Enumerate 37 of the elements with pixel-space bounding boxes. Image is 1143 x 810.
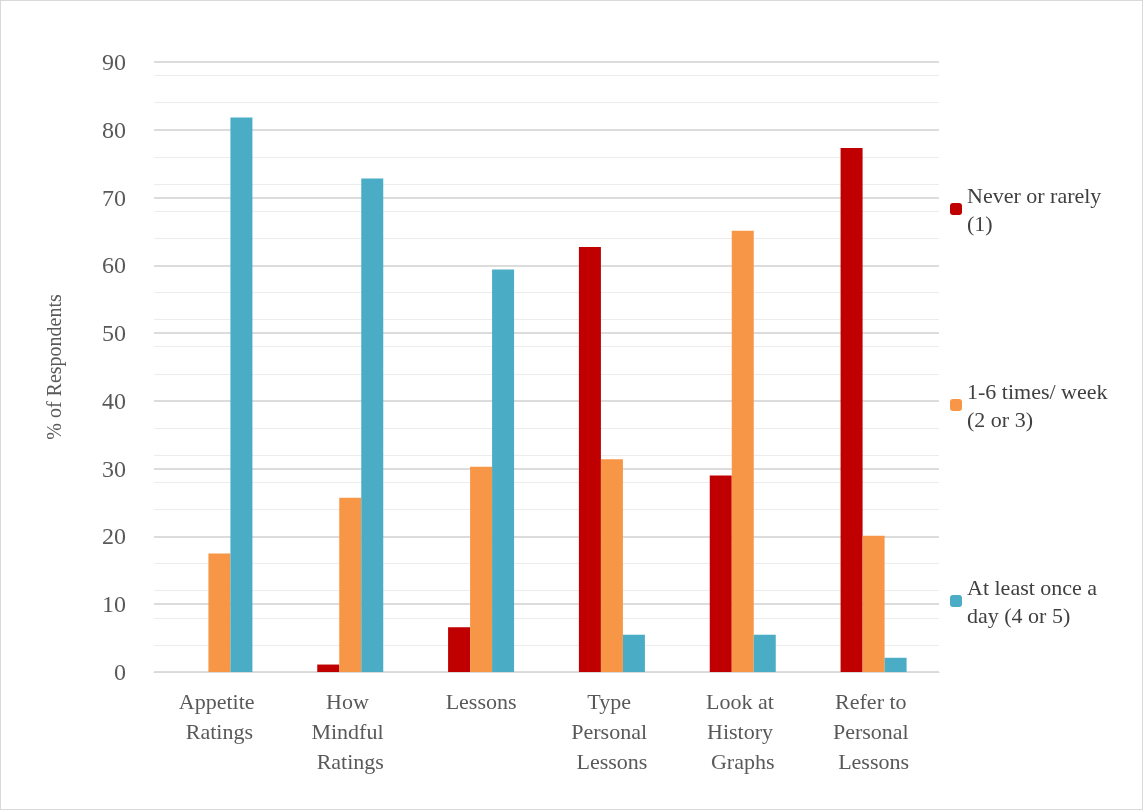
- bar: [709, 475, 732, 672]
- y-tick-label: 70: [102, 184, 126, 211]
- y-tick-label: 40: [102, 387, 126, 414]
- y-tick-label: 20: [102, 523, 126, 550]
- legend-label: 1-6 times/ week (2 or 3): [967, 378, 1114, 432]
- y-tick-label: 0: [114, 659, 126, 685]
- bar: [753, 634, 776, 672]
- bar: [230, 117, 253, 672]
- y-axis-title: % of Respondents: [43, 294, 66, 440]
- y-tick-label: 10: [102, 591, 126, 618]
- x-tick-label: Refer to Personal Lessons: [832, 688, 915, 774]
- bar: [448, 627, 471, 672]
- y-tick-label: 80: [102, 116, 126, 143]
- bar: [578, 247, 601, 672]
- bar: [492, 269, 515, 672]
- bar: [840, 148, 863, 672]
- bar: [339, 497, 362, 672]
- bar: [600, 459, 623, 672]
- x-tick-label: Appetite Ratings: [178, 688, 261, 744]
- legend-label: At least once a day (4 or 5): [967, 574, 1103, 628]
- x-tick-label: Look at History Graphs: [706, 688, 780, 774]
- bar: [884, 657, 907, 672]
- y-tick-label: 30: [102, 455, 126, 482]
- x-tick-label: How Mindful Ratings: [311, 688, 390, 774]
- bar: [470, 466, 493, 672]
- y-tick-label: 90: [102, 49, 126, 75]
- bar: [731, 230, 754, 672]
- bar: [317, 664, 340, 672]
- bar: [862, 535, 885, 672]
- x-tick-label: Lessons: [445, 688, 517, 714]
- bar: [208, 553, 231, 672]
- x-tick-label: Type Personal Lessons: [571, 688, 653, 774]
- bar: [622, 634, 645, 672]
- bar: [361, 178, 384, 672]
- y-tick-label: 50: [102, 320, 126, 347]
- y-tick-label: 60: [102, 252, 126, 279]
- legend-label: Never or rarely (1): [967, 182, 1107, 236]
